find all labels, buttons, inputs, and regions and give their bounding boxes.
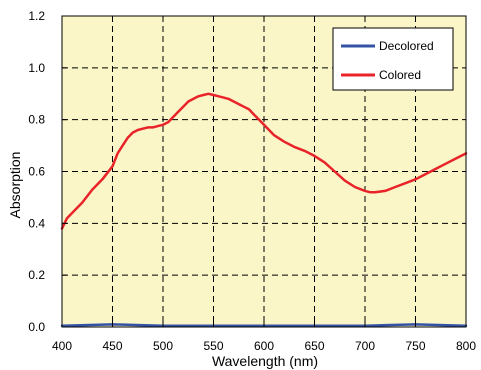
x-tick-label: 750 (405, 339, 425, 353)
x-tick-label: 650 (304, 339, 324, 353)
y-axis-title: Absorption (7, 152, 23, 219)
y-tick-label: 0.0 (28, 320, 45, 334)
y-tick-label: 0.6 (28, 165, 45, 179)
legend-label-decolored: Decolored (379, 39, 434, 53)
x-tick-label: 450 (102, 339, 122, 353)
y-tick-label: 1.2 (28, 9, 45, 23)
x-axis-title: Wavelength (nm) (212, 353, 318, 369)
y-tick-label: 1.0 (28, 61, 45, 75)
y-tick-label: 0.2 (28, 268, 45, 282)
x-tick-label: 400 (52, 339, 72, 353)
legend-label-colored: Colored (379, 68, 421, 82)
x-tick-label: 700 (355, 339, 375, 353)
x-tick-label: 500 (153, 339, 173, 353)
y-tick-label: 0.8 (28, 113, 45, 127)
x-tick-label: 550 (203, 339, 223, 353)
series-line-colored (60, 92, 468, 230)
y-tick-label: 0.4 (28, 216, 45, 230)
x-tick-label: 600 (254, 339, 274, 353)
x-tick-label: 800 (456, 339, 476, 353)
legend-box (332, 27, 454, 91)
